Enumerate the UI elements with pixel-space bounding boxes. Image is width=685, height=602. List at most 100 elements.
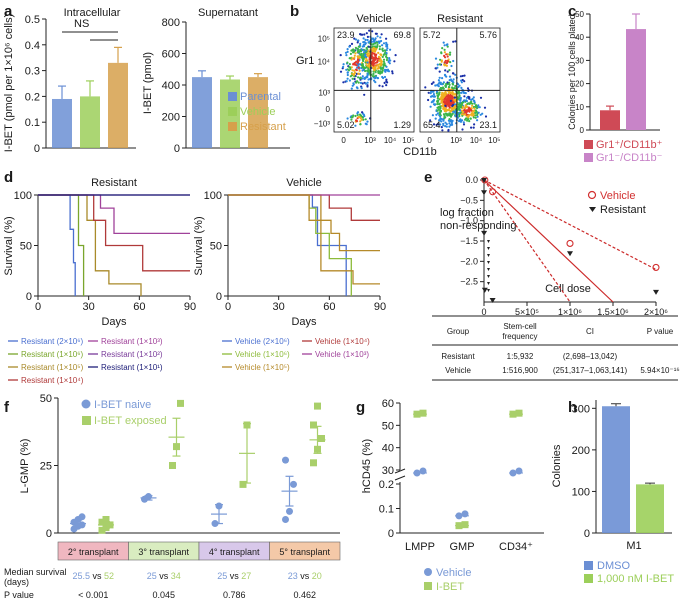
flow-event	[381, 55, 384, 59]
y-axis-label: Gr1	[296, 55, 314, 67]
flow-event	[440, 93, 443, 96]
flow-event	[460, 91, 463, 94]
survival-exposed: 27	[241, 571, 251, 581]
y-tick-label: 50	[382, 420, 394, 432]
flow-event	[439, 115, 442, 118]
flow-event	[357, 56, 360, 59]
legend-label: Parental	[240, 91, 281, 103]
pvalue: 0.786	[223, 590, 246, 600]
flow-event	[438, 119, 441, 122]
y-tick-label: 40	[382, 443, 394, 455]
legend-label: I-BET	[436, 581, 464, 593]
data-point	[487, 268, 490, 271]
flow-event	[378, 59, 381, 62]
flow-event	[376, 41, 379, 44]
panel-a-supernatant: 0 200 400 600 800 I-BET (pmol) Supernatant Pare…	[142, 7, 290, 155]
flow-event	[364, 53, 367, 56]
flow-event	[452, 87, 455, 90]
flow-event	[351, 116, 354, 119]
flow-event	[346, 61, 349, 64]
flow-event	[457, 103, 460, 106]
flow-event	[438, 76, 441, 79]
flow-event	[444, 84, 447, 87]
flow-event	[441, 77, 444, 80]
flow-event	[445, 43, 448, 47]
flow-event	[363, 77, 366, 80]
flow-event	[451, 108, 454, 111]
flow-event	[453, 96, 456, 99]
y-tick-label: 100	[14, 190, 32, 202]
flow-event	[438, 63, 441, 66]
ns-label: NS	[74, 18, 89, 30]
flow-event	[383, 68, 387, 71]
flow-event	[463, 74, 466, 77]
flow-event	[339, 54, 342, 57]
bar	[192, 77, 212, 148]
flow-event	[385, 45, 388, 48]
y-tick-label: 50	[210, 241, 222, 253]
flow-event	[454, 40, 457, 43]
flow-event	[345, 68, 348, 71]
flow-event	[362, 59, 365, 63]
flow-event	[453, 103, 457, 106]
flow-event	[454, 111, 457, 114]
flow-event	[436, 84, 439, 87]
flow-event	[454, 84, 457, 88]
flow-event	[448, 91, 451, 94]
data-point	[169, 462, 176, 469]
flow-event	[364, 118, 367, 121]
flow-event	[366, 61, 369, 64]
flow-event	[383, 63, 386, 66]
flow-event	[385, 52, 388, 55]
flow-event	[374, 71, 377, 74]
flow-event	[434, 57, 438, 60]
flow-event	[447, 58, 450, 61]
x-tick-label: 0	[427, 136, 432, 145]
y-axis-label: L-GMP (%)	[19, 439, 31, 494]
y-tick-label: 0.5	[25, 14, 40, 26]
flow-event	[385, 65, 388, 68]
flow-event	[355, 69, 358, 72]
flow-event	[353, 69, 356, 72]
quadrant-upper-left: 23.9	[337, 30, 355, 40]
data-point	[487, 254, 490, 257]
survival-curve	[228, 194, 380, 252]
flow-event	[354, 52, 357, 55]
flow-event	[377, 70, 380, 73]
bar	[602, 406, 630, 533]
flow-event	[448, 86, 451, 89]
legend-label: Resistant	[600, 204, 646, 216]
x-tick-label: 60	[133, 301, 145, 313]
flow-event	[456, 97, 460, 100]
flow-event	[391, 70, 394, 73]
flow-event	[373, 38, 377, 41]
survival-vs: vs	[298, 571, 312, 581]
flow-event	[366, 48, 369, 51]
flow-event	[355, 60, 358, 63]
flow-event	[353, 56, 356, 59]
pvalue: 0.462	[293, 590, 316, 600]
flow-event	[385, 37, 388, 40]
panel-label-b: b	[290, 3, 299, 20]
flow-event	[346, 50, 349, 54]
flow-event	[339, 70, 343, 73]
x-tick-label: 0	[481, 307, 486, 317]
flow-event	[346, 73, 349, 77]
flow-event	[441, 86, 445, 89]
x-tick-label: 30	[83, 301, 95, 313]
y-tick-label: 0.3	[25, 66, 40, 78]
legend-label: Vehicle (1×10⁶)	[235, 350, 290, 359]
panel-f-lgmp: f 0 25 50 L-GMP (%) I-BET naive I-BET exposed 2…	[4, 393, 341, 600]
data-point	[481, 178, 488, 183]
survival-exposed: 52	[104, 571, 114, 581]
flow-event	[472, 126, 475, 129]
flow-event	[446, 114, 449, 117]
legend-swatch	[584, 140, 593, 149]
flow-event	[391, 72, 394, 75]
survival-naive: 25	[217, 571, 227, 581]
flow-event	[444, 112, 447, 115]
legend-swatch	[228, 107, 237, 116]
flow-event	[355, 81, 358, 84]
legend-label: Gr1⁻/CD11b⁻	[596, 152, 663, 164]
